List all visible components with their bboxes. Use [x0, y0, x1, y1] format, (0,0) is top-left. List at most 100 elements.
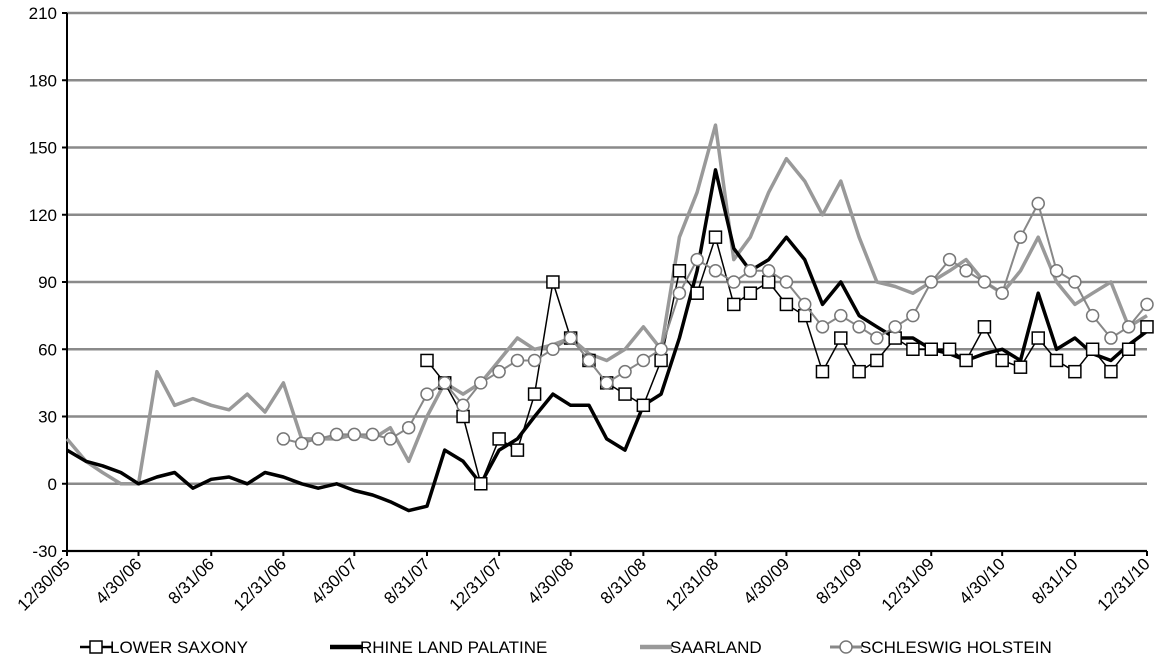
marker	[942, 342, 957, 356]
marker	[1049, 353, 1064, 368]
marker	[815, 320, 830, 334]
x-tick-label: 12/31/08	[662, 554, 722, 614]
marker	[527, 353, 542, 368]
y-tick-label: 120	[29, 206, 57, 225]
legend-item: LOWER SAXONY	[80, 638, 248, 657]
marker	[1013, 360, 1028, 374]
marker	[563, 331, 578, 345]
marker	[690, 286, 704, 300]
legend-item: RHINE LAND PALATINE	[330, 638, 547, 657]
marker	[672, 286, 687, 300]
y-tick-label: -30	[32, 542, 57, 561]
marker	[959, 353, 973, 368]
marker	[311, 432, 325, 446]
marker	[690, 252, 704, 267]
legend-item: SCHLESWIG HOLSTEIN	[830, 638, 1052, 657]
series	[420, 230, 1154, 491]
marker	[672, 264, 687, 278]
x-tick-label: 12/31/09	[878, 554, 938, 614]
marker	[276, 432, 291, 446]
marker	[852, 364, 866, 379]
marker	[995, 353, 1009, 368]
marker	[1085, 308, 1100, 323]
legend-label: SCHLESWIG HOLSTEIN	[860, 638, 1052, 657]
marker	[924, 275, 938, 289]
marker	[294, 436, 309, 451]
y-tick-label: 0	[48, 475, 57, 494]
x-tick-label: 4/30/10	[955, 554, 1009, 608]
marker	[1104, 331, 1118, 345]
marker	[743, 264, 758, 278]
series	[65, 123, 1148, 486]
marker	[329, 427, 344, 442]
marker	[906, 342, 920, 356]
marker	[761, 264, 776, 278]
marker	[599, 376, 614, 390]
x-tick-label: 8/31/06	[165, 554, 219, 608]
x-tick-label: 12/31/10	[1094, 554, 1154, 614]
marker	[546, 342, 560, 356]
marker	[727, 275, 741, 289]
marker	[1068, 275, 1082, 289]
marker	[636, 353, 651, 368]
marker	[1049, 264, 1064, 278]
series-line	[66, 168, 1149, 513]
series-line	[65, 123, 1148, 486]
marker	[761, 275, 776, 289]
marker	[743, 286, 758, 300]
marker	[492, 364, 506, 379]
legend-item: SAARLAND	[640, 638, 762, 657]
marker	[977, 275, 992, 289]
marker	[708, 264, 723, 278]
marker	[1085, 342, 1100, 356]
marker	[870, 353, 884, 368]
marker	[888, 320, 902, 334]
marker	[834, 308, 848, 323]
marker	[815, 364, 830, 379]
y-tick-label: 210	[29, 4, 57, 23]
y-tick-label: 30	[38, 408, 57, 427]
marker	[474, 376, 488, 390]
marker	[1031, 331, 1045, 345]
marker	[546, 275, 560, 289]
legend-label: LOWER SAXONY	[110, 638, 248, 657]
marker	[1104, 364, 1118, 379]
legend-marker	[839, 640, 853, 654]
marker	[852, 320, 866, 334]
x-tick-label: 8/31/08	[597, 554, 651, 608]
marker	[797, 308, 812, 323]
legend-marker	[89, 640, 103, 654]
x-tick-label: 4/30/06	[92, 554, 146, 608]
y-tick-label: 150	[29, 139, 57, 158]
x-tick-label: 12/30/05	[14, 554, 74, 614]
series	[66, 168, 1149, 513]
marker	[347, 427, 362, 442]
marker	[888, 331, 902, 345]
y-tick-label: 180	[29, 71, 57, 90]
marker	[708, 230, 723, 244]
marker	[401, 420, 416, 435]
marker	[1121, 342, 1136, 356]
x-tick-label: 8/31/09	[812, 554, 866, 608]
marker	[1068, 364, 1082, 379]
legend-label: SAARLAND	[670, 638, 762, 657]
marker	[474, 477, 488, 491]
marker	[1013, 230, 1028, 244]
marker	[1140, 297, 1154, 312]
marker	[582, 353, 596, 368]
marker	[942, 252, 957, 267]
marker	[510, 353, 525, 368]
marker	[383, 432, 398, 446]
legend-label: RHINE LAND PALATINE	[360, 638, 547, 657]
x-tick-label: 8/31/10	[1028, 554, 1082, 608]
marker	[456, 409, 470, 424]
marker	[437, 376, 452, 390]
marker	[906, 308, 920, 323]
x-tick-label: 4/30/07	[308, 554, 362, 608]
marker	[654, 342, 668, 356]
x-tick-label: 8/31/07	[380, 554, 434, 608]
marker	[654, 353, 668, 368]
marker	[727, 297, 741, 312]
